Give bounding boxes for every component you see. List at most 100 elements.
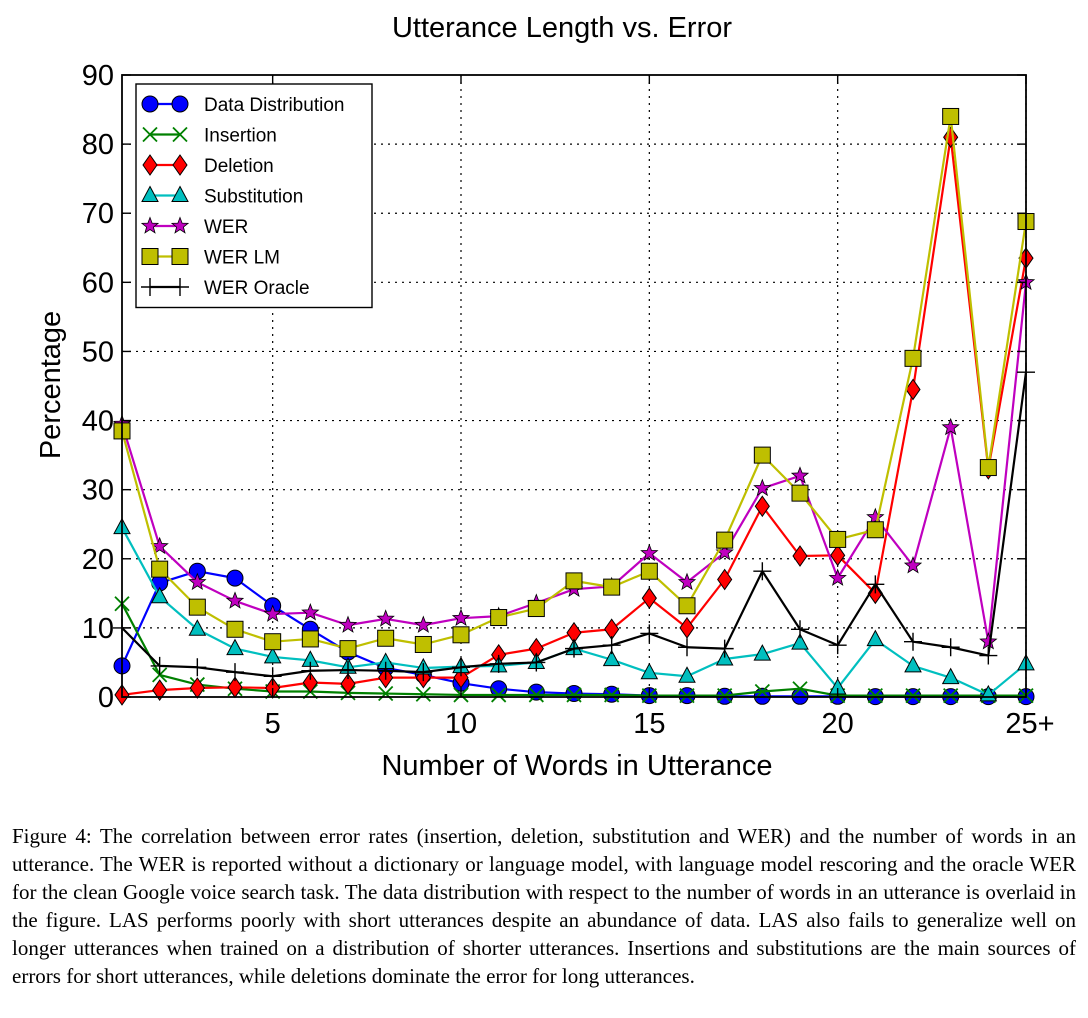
y-tick-label: 0 <box>98 682 114 714</box>
point-substitution <box>904 655 922 673</box>
point-substitution <box>263 646 282 664</box>
point-wer <box>753 478 772 497</box>
point-insertion <box>717 687 733 704</box>
point-deletion <box>189 677 205 699</box>
point-wer-lm <box>301 630 319 648</box>
point-data-distribution <box>565 685 583 703</box>
point-wer-oracle <box>150 656 169 675</box>
point-deletion <box>717 568 733 591</box>
legend-marker-wer-lm <box>141 248 159 265</box>
plot-frame <box>121 74 1027 698</box>
point-wer-lm <box>527 600 545 618</box>
point-wer-lm <box>866 521 884 539</box>
point-wer-lm <box>188 598 206 616</box>
point-wer <box>828 568 847 586</box>
series-line-substitution <box>121 527 1027 697</box>
point-substitution <box>640 662 659 680</box>
y-tick-label: 90 <box>82 60 114 92</box>
point-wer-oracle <box>753 562 772 581</box>
legend-label-wer: WER <box>204 217 248 238</box>
point-wer-lm <box>377 629 395 647</box>
point-insertion <box>604 687 620 703</box>
legend-label-deletion: Deletion <box>204 156 274 177</box>
point-insertion <box>566 687 582 703</box>
point-substitution <box>678 666 696 683</box>
point-insertion <box>943 687 959 704</box>
point-substitution <box>866 629 885 647</box>
point-wer-oracle <box>828 636 847 655</box>
point-wer-oracle <box>527 653 546 672</box>
legend-label-wer-oracle: WER Oracle <box>204 278 310 299</box>
point-wer-oracle <box>489 654 508 673</box>
point-wer <box>903 556 923 574</box>
point-wer-lm <box>603 578 621 596</box>
legend-marker-substitution <box>141 185 159 202</box>
point-wer <box>979 632 998 650</box>
legend-marker-deletion <box>142 154 158 176</box>
legend-marker-data-distribution <box>171 95 189 113</box>
point-wer-oracle <box>414 663 433 682</box>
point-wer-oracle <box>376 661 395 680</box>
point-wer-lm <box>452 626 470 644</box>
legend-marker-wer-oracle <box>171 278 189 296</box>
legend-marker-insertion <box>142 126 158 143</box>
point-wer-oracle <box>452 658 470 677</box>
point-insertion <box>679 687 695 704</box>
point-wer-lm <box>678 597 696 615</box>
legend-label-data-distribution: Data Distribution <box>204 95 344 116</box>
point-substitution <box>188 619 207 636</box>
point-insertion <box>792 681 808 697</box>
point-wer-oracle <box>640 624 659 643</box>
point-wer <box>677 572 697 591</box>
x-axis-label: Number of Words in Utterance <box>381 750 772 782</box>
point-substitution <box>791 633 809 650</box>
point-wer <box>376 609 395 627</box>
point-insertion <box>378 685 394 702</box>
point-deletion <box>641 587 657 610</box>
point-wer-lm <box>942 107 960 125</box>
point-wer-oracle <box>339 661 357 680</box>
point-wer-lm <box>226 620 244 638</box>
x-tick-label: 10 <box>445 708 477 740</box>
y-tick-label: 40 <box>82 406 114 438</box>
legend-label-substitution: Substitution <box>204 187 303 208</box>
legend-marker-insertion <box>172 126 188 143</box>
point-wer-lm <box>829 530 847 548</box>
point-wer-lm <box>490 609 508 627</box>
point-wer-oracle <box>979 646 998 665</box>
point-wer-oracle <box>301 661 320 680</box>
y-tick-label: 80 <box>82 129 114 161</box>
y-tick-label: 60 <box>82 267 114 299</box>
point-wer <box>263 604 282 622</box>
point-deletion <box>905 378 921 401</box>
point-wer <box>301 603 320 621</box>
point-wer <box>188 572 207 591</box>
point-wer-oracle <box>263 667 282 686</box>
point-wer <box>941 417 960 436</box>
legend-marker-substitution <box>171 185 189 202</box>
point-substitution <box>753 644 772 661</box>
legend-marker-wer-oracle <box>141 278 159 296</box>
point-wer-lm <box>791 484 809 502</box>
point-deletion <box>679 617 695 639</box>
point-wer <box>640 543 659 562</box>
point-wer <box>866 507 885 526</box>
x-tick-label: 5 <box>265 708 281 740</box>
point-wer-lm <box>753 446 771 464</box>
point-wer-oracle <box>941 638 960 657</box>
point-insertion <box>528 687 544 703</box>
point-deletion <box>754 495 770 518</box>
point-wer-lm <box>414 635 432 653</box>
point-wer-lm <box>716 531 734 549</box>
y-tick-label: 10 <box>82 613 114 645</box>
point-insertion <box>491 687 507 703</box>
point-wer-lm <box>565 572 583 590</box>
point-substitution <box>941 667 960 685</box>
legend: Data Distribution Insertion Deletion Substi… <box>135 83 373 309</box>
point-data-distribution <box>226 569 244 587</box>
point-wer-oracle <box>565 639 583 658</box>
point-wer-lm <box>339 640 357 658</box>
x-tick-label: 20 <box>822 708 854 740</box>
point-wer-oracle <box>678 638 696 657</box>
point-wer-oracle <box>866 575 885 594</box>
